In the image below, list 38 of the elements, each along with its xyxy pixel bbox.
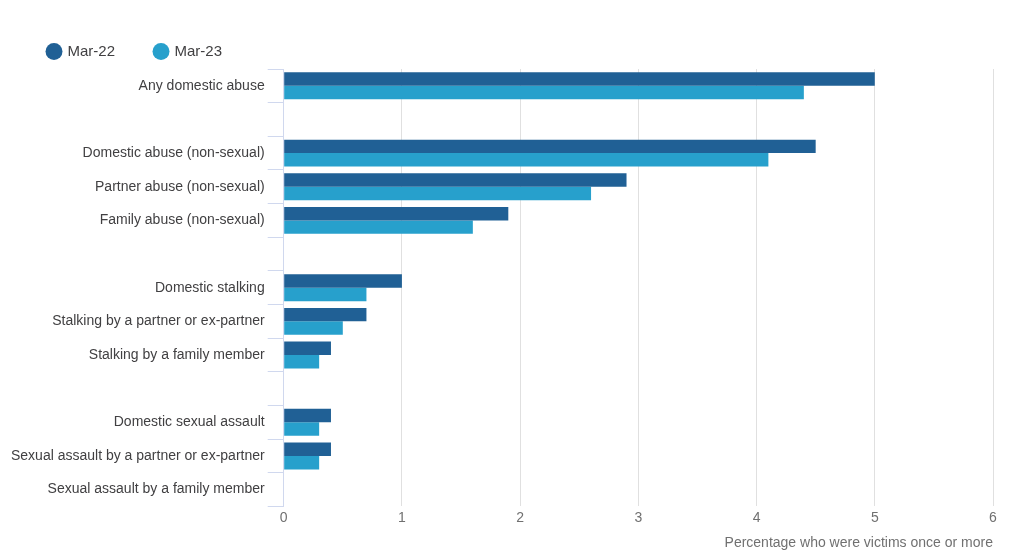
y-tick-label: Stalking by a partner or ex-partner <box>52 312 266 329</box>
bar <box>284 220 473 234</box>
bar <box>284 72 875 86</box>
x-tick-label: 5 <box>870 508 879 525</box>
bar <box>284 455 320 470</box>
bar <box>284 341 331 355</box>
x-tick-label: 3 <box>634 508 643 525</box>
bar <box>284 321 343 335</box>
y-tick-label: Sexual assault by a family member <box>47 480 266 497</box>
bar <box>284 206 509 221</box>
y-tick-label: Any domestic abuse <box>138 76 265 93</box>
bar <box>284 422 320 436</box>
legend-label: Mar-22 <box>67 41 116 59</box>
legend-label: Mar-23 <box>174 41 223 59</box>
y-tick-label: Stalking by a family member <box>88 345 266 362</box>
bar <box>284 442 331 456</box>
x-tick-label: 4 <box>752 508 761 525</box>
y-tick-label: Domestic sexual assault <box>113 413 265 430</box>
bar <box>284 287 367 302</box>
bar <box>284 408 331 423</box>
y-tick-label: Family abuse (non-sexual) <box>99 211 265 228</box>
bar <box>284 186 592 201</box>
y-tick-label: Partner abuse (non-sexual) <box>95 177 265 194</box>
y-tick-label: Domestic stalking <box>154 278 265 295</box>
y-tick-label: Domestic abuse (non-sexual) <box>82 143 265 160</box>
x-tick-label: 1 <box>398 508 407 525</box>
bar <box>284 153 769 167</box>
bar <box>284 274 402 288</box>
bar <box>284 173 627 187</box>
bar <box>284 354 320 369</box>
bar <box>284 139 816 154</box>
x-axis-title: Percentage who were victims once or more <box>724 534 994 551</box>
x-tick-label: 0 <box>279 508 288 525</box>
bar <box>284 307 367 322</box>
x-tick-label: 2 <box>516 508 525 525</box>
bar <box>284 85 804 100</box>
x-tick-label: 6 <box>989 508 998 525</box>
y-tick-label: Sexual assault by a partner or ex-partner <box>10 446 266 463</box>
